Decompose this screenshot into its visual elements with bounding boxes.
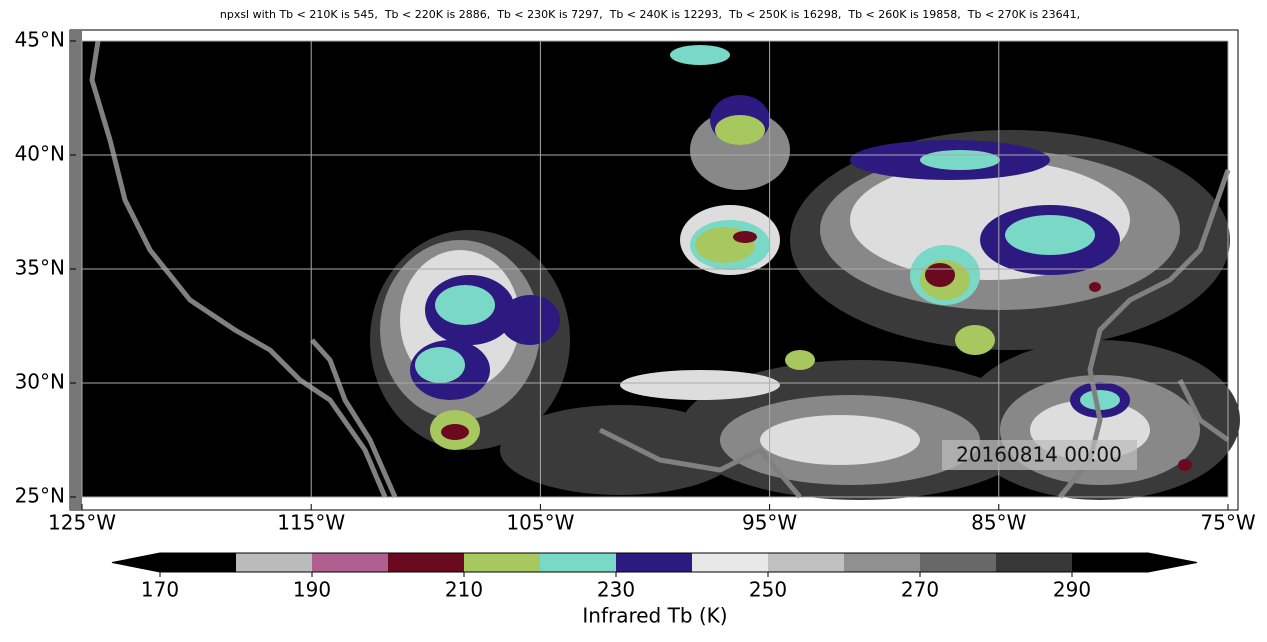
- timestamp-box: [942, 440, 1137, 470]
- lat-tick-label: 30°N: [15, 370, 65, 394]
- colorbar-segment: [768, 553, 844, 572]
- lat-tick-label: 25°N: [15, 484, 65, 508]
- lon-tick-label: 85°W: [971, 511, 1026, 535]
- colorbar-extend-low: [111, 552, 161, 573]
- lat-tick-label: 40°N: [15, 142, 65, 166]
- lon-tick-label: 125°W: [48, 511, 116, 535]
- lat-tick-label: 45°N: [15, 28, 65, 52]
- colorbar-tick-label: 190: [293, 578, 331, 602]
- colorbar-segment: [616, 553, 692, 572]
- colorbar-label: Infrared Tb (K): [582, 604, 727, 628]
- colorbar-segment: [236, 553, 312, 572]
- colorbar-extend-high: [1147, 552, 1198, 573]
- colorbar-segment: [844, 553, 920, 572]
- colorbar-segment: [312, 553, 388, 572]
- lon-tick-label: 75°W: [1200, 511, 1255, 535]
- title: npxsl with Tb < 210K is 545, Tb < 220K i…: [220, 8, 1080, 21]
- lon-tick-label: 95°W: [742, 511, 797, 535]
- colorbar-tick-label: 210: [445, 578, 483, 602]
- colorbar-tick-label: 230: [597, 578, 635, 602]
- lat-tick-label: 35°N: [15, 256, 65, 280]
- gridlines: [81, 40, 1229, 498]
- colorbar-outline: [159, 552, 1149, 573]
- timestamp: 20160814 00:00: [956, 443, 1122, 467]
- colorbar-segment: [160, 553, 236, 572]
- map-imagery: [70, 30, 1240, 510]
- colorbar-segment: [692, 553, 768, 572]
- colorbar-tick-label: 250: [749, 578, 787, 602]
- colorbar-segment: [388, 553, 464, 572]
- colorbar-segment: [540, 553, 616, 572]
- colorbar-segment: [996, 553, 1072, 572]
- lon-tick-label: 115°W: [277, 511, 345, 535]
- lon-tick-label: 105°W: [506, 511, 574, 535]
- colorbar-segment: [920, 553, 996, 572]
- colorbar-tick-label: 170: [141, 578, 179, 602]
- colorbar-tick-label: 270: [901, 578, 939, 602]
- colorbar-segment: [464, 553, 540, 572]
- colorbar-tick-label: 290: [1053, 578, 1091, 602]
- colorbar-segment: [1072, 553, 1148, 572]
